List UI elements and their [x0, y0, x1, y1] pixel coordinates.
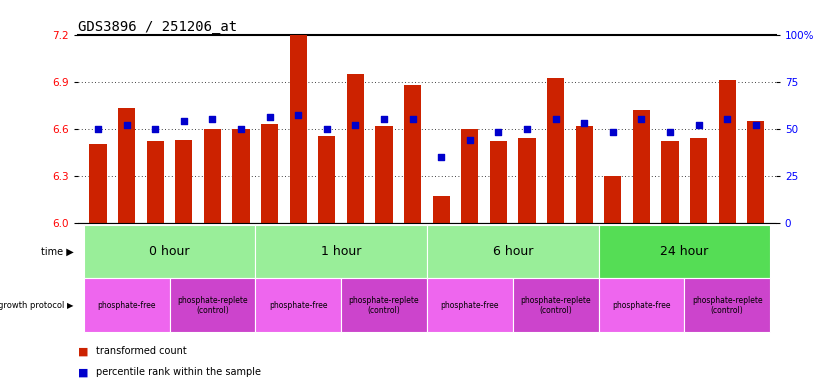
Point — [349, 122, 362, 128]
Text: growth protocol ▶: growth protocol ▶ — [0, 301, 74, 310]
Point — [149, 126, 162, 132]
Bar — [690, 138, 707, 223]
Bar — [255, 225, 427, 278]
Text: phosphate-free: phosphate-free — [98, 301, 156, 310]
Text: ■: ■ — [78, 346, 89, 356]
Bar — [404, 85, 421, 223]
Bar — [604, 176, 621, 223]
Bar — [319, 136, 336, 223]
Point — [120, 122, 133, 128]
Point — [206, 116, 219, 122]
Point — [91, 126, 104, 132]
Point — [578, 120, 591, 126]
Point — [406, 116, 420, 122]
Point — [378, 116, 391, 122]
Bar — [427, 225, 599, 278]
Text: transformed count: transformed count — [96, 346, 187, 356]
Text: time ▶: time ▶ — [41, 247, 74, 257]
Point — [663, 129, 677, 136]
Text: 0 hour: 0 hour — [149, 245, 190, 258]
Text: phosphate-free: phosphate-free — [612, 301, 671, 310]
Bar — [513, 278, 599, 332]
Bar — [84, 278, 169, 332]
Bar — [175, 140, 192, 223]
Text: GDS3896 / 251206_at: GDS3896 / 251206_at — [78, 20, 237, 33]
Point — [721, 116, 734, 122]
Bar — [89, 144, 107, 223]
Bar — [204, 129, 221, 223]
Text: phosphate-replete
(control): phosphate-replete (control) — [692, 296, 763, 315]
Point — [177, 118, 190, 124]
Bar — [290, 35, 307, 223]
Point — [263, 114, 276, 121]
Point — [492, 129, 505, 136]
Text: phosphate-free: phosphate-free — [441, 301, 499, 310]
Point — [750, 122, 763, 128]
Text: phosphate-free: phosphate-free — [269, 301, 328, 310]
Bar — [633, 110, 650, 223]
Bar — [427, 278, 513, 332]
Point — [635, 116, 648, 122]
Point — [235, 126, 248, 132]
Text: phosphate-replete
(control): phosphate-replete (control) — [177, 296, 248, 315]
Bar — [599, 278, 685, 332]
Bar — [433, 196, 450, 223]
Text: phosphate-replete
(control): phosphate-replete (control) — [349, 296, 420, 315]
Bar — [662, 141, 679, 223]
Bar — [490, 141, 507, 223]
Text: 24 hour: 24 hour — [660, 245, 709, 258]
Bar — [599, 225, 770, 278]
Bar — [747, 121, 764, 223]
Point — [692, 122, 705, 128]
Point — [521, 126, 534, 132]
Bar — [261, 124, 278, 223]
Bar — [118, 108, 135, 223]
Bar — [341, 278, 427, 332]
Bar — [576, 126, 593, 223]
Bar — [232, 129, 250, 223]
Point — [434, 154, 447, 160]
Bar — [461, 129, 479, 223]
Bar — [718, 80, 736, 223]
Bar — [375, 126, 392, 223]
Point — [320, 126, 333, 132]
Text: 1 hour: 1 hour — [321, 245, 361, 258]
Text: ■: ■ — [78, 367, 89, 377]
Bar — [169, 278, 255, 332]
Text: percentile rank within the sample: percentile rank within the sample — [96, 367, 261, 377]
Point — [463, 137, 476, 143]
Bar — [147, 141, 164, 223]
Bar — [547, 78, 564, 223]
Point — [606, 129, 619, 136]
Bar — [685, 278, 770, 332]
Bar — [346, 74, 364, 223]
Text: phosphate-replete
(control): phosphate-replete (control) — [521, 296, 591, 315]
Point — [291, 113, 305, 119]
Text: 6 hour: 6 hour — [493, 245, 533, 258]
Bar — [84, 225, 255, 278]
Point — [549, 116, 562, 122]
Bar — [518, 138, 535, 223]
Bar — [255, 278, 341, 332]
